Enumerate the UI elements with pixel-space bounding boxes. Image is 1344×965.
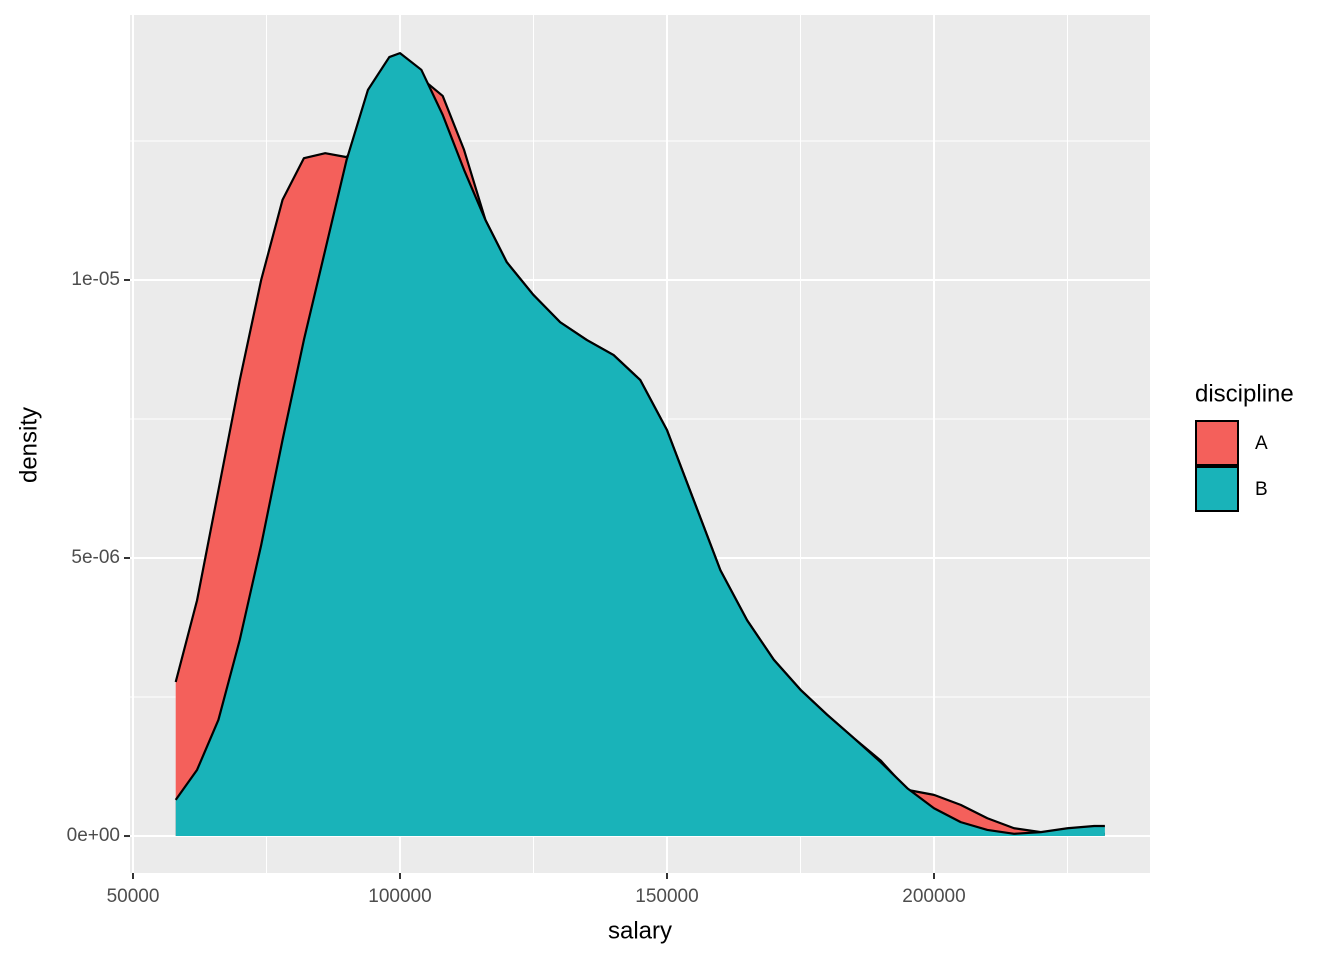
density-area — [175, 53, 1105, 837]
legend-label: B — [1255, 479, 1268, 500]
y-tick-label: 1e-05 — [71, 269, 120, 290]
y-tick-label: 5e-06 — [71, 547, 120, 568]
legend-title: discipline — [1195, 380, 1294, 407]
x-tick-label: 150000 — [635, 886, 698, 907]
x-tick-label: 200000 — [902, 886, 965, 907]
legend-label: A — [1255, 433, 1268, 454]
x-axis-title: salary — [608, 917, 672, 944]
axes: 50000 100000 150000 200000 0e+00 5e-06 1e-05 — [67, 269, 966, 907]
x-tick-label: 100000 — [368, 886, 431, 907]
legend-key — [1195, 466, 1239, 512]
y-axis-title: density — [15, 407, 42, 483]
x-tick-label: 50000 — [107, 886, 160, 907]
legend: AB — [1195, 420, 1268, 512]
legend-key — [1195, 420, 1239, 466]
y-tick-label: 0e+00 — [67, 825, 120, 846]
density-line — [174, 52, 1105, 835]
marks — [174, 52, 1105, 837]
